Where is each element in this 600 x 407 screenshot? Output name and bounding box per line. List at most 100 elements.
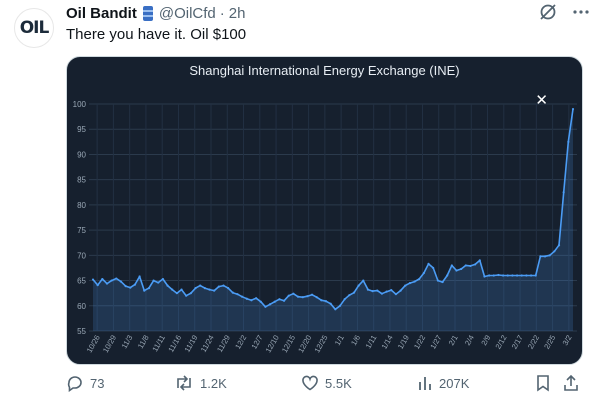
data-point (110, 279, 113, 282)
data-point (506, 274, 509, 277)
data-point (119, 280, 123, 283)
x-tick-label: 12/20 (296, 334, 313, 355)
data-point (208, 288, 211, 291)
data-point (171, 288, 174, 291)
data-point (236, 293, 239, 296)
grok-icon[interactable] (538, 2, 558, 22)
analytics-icon (419, 377, 431, 390)
action-bar: 73 1.2K 5.5K 207K (66, 374, 588, 394)
author-handle[interactable]: @OilCfd (158, 4, 216, 22)
data-point (422, 271, 425, 275)
x-tick-label: 11/16 (166, 334, 183, 354)
data-point (399, 289, 402, 292)
data-point (385, 290, 388, 293)
data-point (432, 266, 435, 270)
data-point (268, 303, 272, 306)
data-point (133, 283, 137, 286)
data-point (562, 191, 565, 194)
data-point (390, 289, 393, 292)
data-point (166, 284, 169, 287)
close-icon: ✕ (535, 92, 548, 109)
data-point (362, 279, 365, 282)
like-button[interactable]: 5.5K (301, 374, 352, 392)
views-button[interactable]: 207K (417, 374, 469, 392)
timestamp[interactable]: 2h (228, 4, 246, 22)
x-tick-label: 1/14 (380, 334, 395, 351)
data-point (548, 254, 551, 257)
data-point (357, 284, 360, 287)
data-point (520, 274, 523, 277)
data-point (147, 287, 151, 290)
data-point (241, 295, 244, 298)
data-point (352, 291, 356, 294)
reply-icon (67, 376, 82, 392)
data-point (189, 292, 192, 295)
data-point (394, 293, 398, 296)
data-point (418, 277, 421, 281)
more-options-icon[interactable] (572, 2, 590, 22)
avatar[interactable]: OIL (14, 8, 54, 48)
data-point (492, 274, 495, 277)
data-point (497, 273, 500, 277)
author-name[interactable]: Oil Bandit (66, 4, 137, 22)
data-point (501, 274, 505, 277)
data-point (534, 274, 537, 277)
data-point (571, 107, 575, 111)
data-point (143, 289, 146, 292)
data-point (222, 284, 225, 287)
data-point (478, 259, 481, 262)
data-point (469, 264, 472, 268)
data-point (488, 274, 491, 277)
x-tick-label: 1/27 (428, 334, 443, 351)
data-point (101, 277, 104, 281)
data-point (446, 274, 449, 277)
data-point (427, 262, 430, 266)
x-tick-label: 2/25 (542, 334, 557, 351)
x-tick-label: 10/26 (85, 334, 102, 355)
data-point (567, 140, 570, 143)
data-point (460, 267, 463, 271)
data-point (255, 297, 258, 300)
data-point (282, 299, 286, 302)
data-point (320, 299, 323, 302)
data-point (250, 299, 253, 302)
reply-button[interactable]: 73 (66, 374, 104, 392)
y-tick-label: 100 (73, 100, 87, 109)
x-tick-label: 11/8 (136, 334, 151, 351)
data-point (264, 305, 267, 308)
x-tick-label: 2/9 (479, 334, 492, 348)
oil-barrel-icon (142, 5, 153, 21)
data-point (474, 263, 477, 266)
y-tick-label: 90 (77, 150, 86, 159)
x-tick-label: 11/29 (215, 334, 232, 354)
data-point (259, 300, 262, 303)
x-tick-label: 12/10 (264, 334, 281, 355)
data-point (273, 300, 276, 303)
share-button[interactable] (563, 374, 579, 392)
data-point (227, 287, 230, 290)
data-point (404, 284, 407, 287)
x-tick-label: 11/11 (150, 334, 167, 354)
data-point (334, 308, 337, 311)
x-tick-label: 3/2 (561, 334, 574, 348)
chart-title: Shanghai International Energy Exchange (… (189, 63, 460, 78)
data-point (161, 277, 165, 281)
chart-card[interactable]: 55 60 65 70 75 80 85 90 95 100 10/26 10/29 11/3 11/8 1… (66, 56, 583, 365)
x-tick-label: 12/7 (249, 334, 264, 351)
data-point (543, 255, 547, 258)
data-point (343, 298, 346, 301)
data-point (553, 250, 556, 253)
x-tick-label: 11/19 (183, 334, 200, 354)
data-point (380, 292, 384, 295)
bookmark-button[interactable] (535, 374, 551, 392)
data-point (115, 277, 118, 280)
repost-icon (177, 375, 191, 391)
data-point (287, 294, 290, 297)
x-tick-label: 1/1 (333, 334, 346, 348)
y-tick-label: 75 (77, 226, 86, 235)
x-tick-label: 1/19 (396, 334, 411, 351)
x-tick-label: 2/22 (526, 334, 541, 351)
y-tick-label: 55 (77, 327, 86, 336)
repost-button[interactable]: 1.2K (174, 374, 227, 392)
